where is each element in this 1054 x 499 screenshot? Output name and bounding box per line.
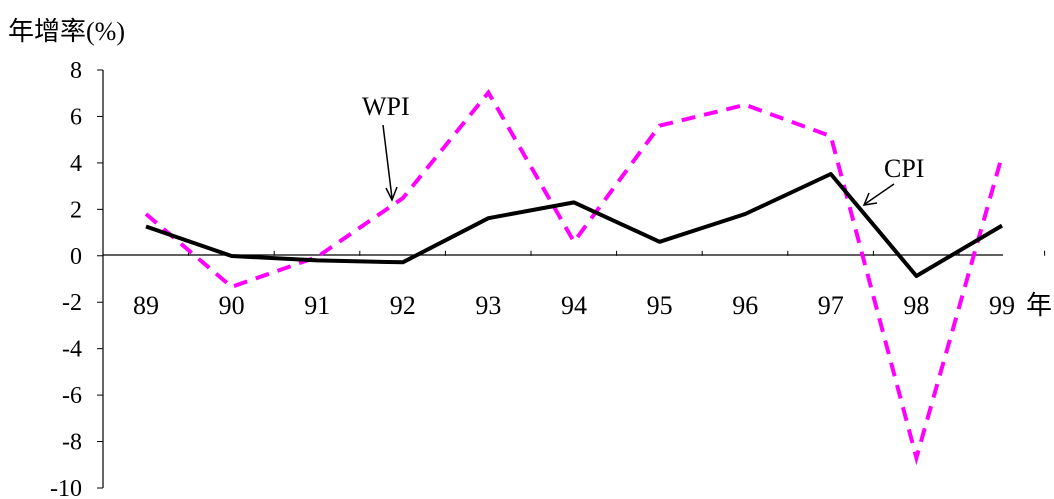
x-tick-label: 91 — [304, 291, 330, 320]
y-axis-ticks: 8 6 4 2 0 -2 -4 -6 -8 -10 — [50, 58, 103, 499]
y-tick-label: -10 — [50, 476, 82, 499]
series-label-wpi: WPI — [362, 92, 410, 121]
x-axis-tick-labels: 89 90 91 92 93 94 95 96 97 98 99 — [133, 291, 1015, 320]
y-axis-label: 年增率(%) — [8, 17, 125, 46]
y-tick-label: 0 — [70, 244, 82, 270]
y-tick-label: 2 — [70, 197, 82, 223]
x-axis-ticks — [188, 250, 1046, 256]
series-line-wpi — [144, 88, 1004, 466]
y-tick-label: -8 — [62, 430, 82, 456]
x-axis-unit: 年 — [1026, 291, 1052, 320]
y-tick-label: 4 — [70, 151, 82, 177]
x-tick-label: 98 — [903, 291, 929, 320]
x-tick-label: 96 — [732, 291, 758, 320]
x-tick-label: 92 — [390, 291, 416, 320]
x-tick-label: 94 — [561, 291, 587, 320]
wpi-label-arrow — [382, 124, 398, 202]
y-tick-label: 6 — [70, 104, 82, 130]
x-tick-label: 95 — [647, 291, 673, 320]
x-tick-label: 99 — [989, 291, 1015, 320]
x-tick-label: 89 — [133, 291, 159, 320]
y-tick-label: 8 — [70, 58, 82, 84]
x-tick-label: 93 — [475, 291, 501, 320]
series-label-cpi: CPI — [884, 154, 924, 183]
y-tick-label: -2 — [62, 290, 82, 316]
series-line-cpi — [145, 172, 1004, 278]
x-tick-label: 97 — [818, 291, 844, 320]
y-tick-label: -6 — [62, 383, 82, 409]
x-tick-label: 90 — [219, 291, 245, 320]
series-layer — [144, 88, 1004, 466]
cpi-label-arrow — [862, 183, 895, 206]
y-tick-label: -4 — [62, 337, 82, 363]
